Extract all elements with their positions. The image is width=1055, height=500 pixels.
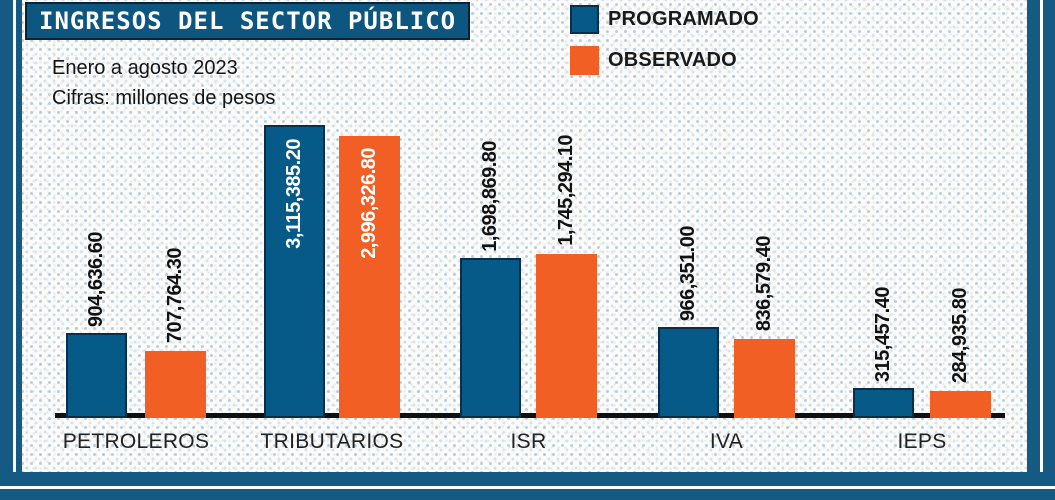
- legend: PROGRAMADO OBSERVADO: [570, 5, 759, 75]
- category-label-tributarios: TRIBUTARIOS: [260, 430, 404, 453]
- bar-value-label: 836,579.40: [753, 235, 775, 331]
- bar-observado-petroleros: 707,764.30: [145, 248, 206, 418]
- bar-programado-petroleros: 904,636.60: [66, 232, 127, 418]
- bar-value-label: 707,764.30: [164, 247, 186, 343]
- bar-value-label: 904,636.60: [85, 231, 107, 327]
- x-axis-line: [55, 413, 1005, 418]
- category-label-iva: IVA: [709, 430, 744, 453]
- legend-item-observado: OBSERVADO: [570, 46, 759, 75]
- bar-value-label: 3,115,385.20: [283, 139, 305, 249]
- bar-observado-ieps: 284,935.80: [930, 288, 991, 418]
- legend-item-programado: PROGRAMADO: [570, 5, 759, 34]
- bar-value-label: 315,457.40: [872, 286, 894, 382]
- bar-observado-iva: 836,579.40: [734, 236, 795, 418]
- category-label-isr: ISR: [510, 430, 547, 453]
- subtitle-units: Cifras: millones de pesos: [52, 87, 276, 109]
- bar-value-label: 284,935.80: [949, 287, 971, 383]
- legend-swatch-observado: [570, 46, 599, 75]
- page-title: INGRESOS DEL SECTOR PÚBLICO: [25, 2, 471, 40]
- bar-programado-isr: 1,698,869.80: [460, 141, 521, 418]
- legend-label-observado: OBSERVADO: [608, 49, 737, 71]
- category-label-ieps: IEPS: [897, 430, 947, 453]
- bar-value-label: 1,745,294.10: [555, 135, 577, 246]
- bar-programado-ieps: 315,457.40: [853, 287, 914, 418]
- bar-observado-tributarios: 2,996,326.80: [339, 136, 400, 418]
- subtitle-period: Enero a agosto 2023: [52, 57, 238, 79]
- category-label-petroleros: PETROLEROS: [62, 430, 210, 453]
- frame-right-border: [1027, 0, 1055, 500]
- bar-value-label: 1,698,869.80: [479, 141, 501, 252]
- frame-bottom-border: [0, 472, 1055, 500]
- bar-programado-iva: 966,351.00: [658, 226, 719, 418]
- legend-label-programado: PROGRAMADO: [608, 8, 759, 30]
- bar-value-label: 2,996,326.80: [358, 148, 380, 259]
- legend-swatch-programado: [570, 5, 599, 34]
- bar-value-label: 966,351.00: [677, 225, 699, 321]
- frame-left-border: [0, 0, 22, 500]
- bar-observado-isr: 1,745,294.10: [536, 135, 597, 418]
- bar-programado-tributarios: 3,115,385.20: [264, 125, 325, 418]
